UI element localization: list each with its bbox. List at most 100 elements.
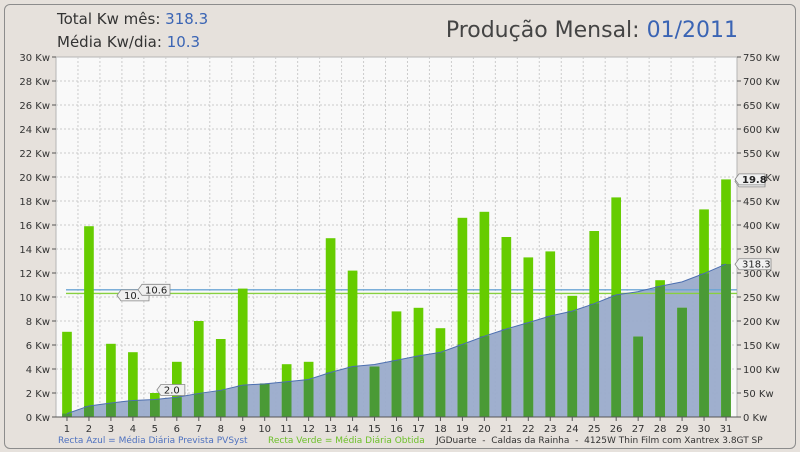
page-title: Produção Mensal: 01/2011 xyxy=(446,18,738,43)
bar xyxy=(457,217,468,417)
page-title-label: Produção Mensal: xyxy=(445,18,640,43)
bar-day-28 xyxy=(655,280,665,417)
bar-overlap xyxy=(435,352,446,417)
right-axis-tick-label: 400 Kw xyxy=(743,221,780,232)
bar-overlap xyxy=(589,303,600,417)
bar-day-18 xyxy=(435,328,446,417)
x-axis-tick-label: 15 xyxy=(368,424,381,435)
x-axis-tick-label: 30 xyxy=(698,424,711,435)
bar-day-24 xyxy=(567,295,578,417)
average-kw-day: Média Kw/dia: 10.3 xyxy=(57,33,200,51)
x-axis-tick-label: 13 xyxy=(324,424,337,435)
left-axis-tick-label: 2 Kw xyxy=(26,389,50,400)
min-bar-callout-box xyxy=(156,384,186,396)
bar-overlap xyxy=(633,336,643,417)
bar-overlap xyxy=(193,393,204,417)
right-axis-tick-label: 150 Kw xyxy=(743,341,780,352)
bar xyxy=(128,352,138,417)
average-kw-day-value: 10.3 xyxy=(166,33,201,51)
x-axis-tick-label: 22 xyxy=(522,424,535,435)
left-axis-tick-label: 12 Kw xyxy=(19,269,50,280)
x-axis-tick-label: 17 xyxy=(412,424,425,435)
total-kw-month-label: Total Kw mês: xyxy=(57,10,161,28)
bar xyxy=(193,321,204,417)
bar xyxy=(62,331,72,417)
bar-day-9 xyxy=(237,288,248,417)
bar-overlap xyxy=(237,385,248,417)
bar xyxy=(237,288,248,417)
right-axis-tick-label: 650 Kw xyxy=(743,101,780,112)
x-axis-tick-label: 14 xyxy=(346,424,359,435)
x-axis-tick-label: 5 xyxy=(152,424,158,435)
x-axis-tick-label: 28 xyxy=(654,424,667,435)
left-axis-tick-label: 30 Kw xyxy=(19,53,50,64)
left-axis-tick-label: 22 Kw xyxy=(19,149,50,160)
left-axis: 0 Kw 2 Kw 4 Kw 6 Kw 8 Kw 10 Kw 12 Kw 14 Kw 16 Kw… xyxy=(19,53,56,424)
bar-overlap xyxy=(545,315,556,417)
x-axis-tick-label: 27 xyxy=(632,424,645,435)
x-axis-tick-label: 26 xyxy=(610,424,623,435)
bar xyxy=(215,339,226,417)
x-axis-tick-label: 19 xyxy=(456,424,469,435)
bar-overlap xyxy=(655,286,665,417)
right-axis-tick-label: 250 Kw xyxy=(743,293,780,304)
bar-overlap xyxy=(84,405,94,417)
x-axis-tick-label: 1 xyxy=(64,424,70,435)
bar-day-25 xyxy=(589,231,600,417)
bar-day-2 xyxy=(84,226,94,417)
bar-overlap xyxy=(699,273,709,417)
bar-day-26 xyxy=(611,197,622,417)
bar-overlap xyxy=(413,355,424,417)
right-axis-tick-label: 200 Kw xyxy=(743,317,780,328)
bar xyxy=(479,211,490,417)
bar-day-30 xyxy=(699,209,709,417)
bar-overlap xyxy=(677,307,687,417)
blue-average-callout-text: 10.6 xyxy=(145,285,167,296)
x-axis-tick-label: 16 xyxy=(390,424,403,435)
max-bar-callout-text: 19.8 xyxy=(742,175,767,186)
x-axis-tick-label: 25 xyxy=(588,424,601,435)
bar-day-22 xyxy=(523,257,534,417)
right-axis-tick-label: 450 Kw xyxy=(743,197,780,208)
x-axis-tick-label: 9 xyxy=(240,424,246,435)
bar-overlap xyxy=(501,328,512,417)
left-axis-tick-label: 18 Kw xyxy=(19,197,50,208)
x-axis-tick-label: 18 xyxy=(434,424,447,435)
left-axis-tick-label: 4 Kw xyxy=(26,365,50,376)
bar-overlap xyxy=(62,413,72,417)
right-axis-tick-label: 50 Kw xyxy=(743,389,774,400)
x-axis-tick-label: 4 xyxy=(130,424,136,435)
credit-note: JGDuarte - Caldas da Rainha - 4125W Thin… xyxy=(435,436,763,446)
bar-day-13 xyxy=(325,238,336,417)
bar xyxy=(106,343,116,417)
bar-day-21 xyxy=(501,237,512,417)
blue-average-callout: 10.6 xyxy=(137,283,171,296)
bar-day-4 xyxy=(128,352,138,417)
left-axis-tick-label: 8 Kw xyxy=(26,317,50,328)
left-axis-tick-label: 10 Kw xyxy=(19,293,50,304)
bar-day-7 xyxy=(193,321,204,417)
bar-day-11 xyxy=(281,364,292,417)
average-kw-day-label: Média Kw/dia: xyxy=(57,33,162,51)
bar-overlap xyxy=(325,372,336,417)
bar-day-19 xyxy=(457,217,468,417)
x-axis-tick-label: 31 xyxy=(720,424,733,435)
x-axis-tick-label: 11 xyxy=(280,424,293,435)
x-axis-tick-label: 20 xyxy=(478,424,491,435)
daily-bars xyxy=(62,179,731,417)
right-axis-tick-label: 750 Kw xyxy=(743,53,780,64)
bar-day-12 xyxy=(303,361,314,417)
right-axis-tick-label: 600 Kw xyxy=(743,125,780,136)
bar-overlap xyxy=(567,311,578,417)
bar-overlap xyxy=(128,400,138,417)
right-axis-tick-label: 300 Kw xyxy=(743,269,780,280)
bar-day-10 xyxy=(259,383,270,417)
right-axis-tick-label: 0 Kw xyxy=(743,413,767,424)
bar-day-27 xyxy=(633,336,643,417)
x-axis-tick-label: 24 xyxy=(566,424,579,435)
bar-overlap xyxy=(259,383,270,417)
bar-overlap xyxy=(369,366,380,417)
cumulative-end-callout-text: 318.3 xyxy=(742,260,771,271)
